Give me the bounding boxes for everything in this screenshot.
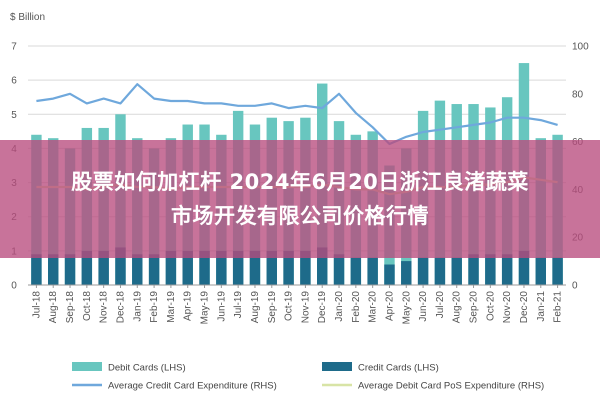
legend: Debit Cards (LHS) Credit Cards (LHS) Avera… <box>72 362 544 392</box>
legend-swatch <box>322 362 352 371</box>
y-right-tick-label: 0 <box>572 281 578 292</box>
x-tick-label: Jun-20 <box>418 291 429 322</box>
avg-credit-expenditure-line <box>36 83 558 146</box>
credit-bar <box>283 250 294 285</box>
credit-bar <box>98 250 109 285</box>
x-tick-label: Jul-19 <box>233 291 244 319</box>
credit-bar <box>434 257 446 285</box>
credit-bar <box>81 250 93 285</box>
legend-swatch <box>72 362 102 371</box>
credit-bar <box>518 250 530 285</box>
headline-line-1: 股票如何加杠杆 2024年6月20日浙江良渚蔬菜 <box>71 170 529 194</box>
credit-bar <box>367 257 378 285</box>
credit-bar <box>266 250 277 285</box>
x-tick-label: Nov-18 <box>99 291 110 324</box>
y-right-tick-label: 100 <box>572 42 589 53</box>
credit-bar <box>350 257 362 285</box>
x-tick-label: Jul-20 <box>435 291 446 319</box>
x-tick-label: May-20 <box>401 291 412 325</box>
credit-bar <box>552 257 563 285</box>
legend-label: Credit Cards (LHS) <box>358 363 439 374</box>
legend-label: Average Debit Card PoS Expenditure (RHS) <box>358 381 544 392</box>
legend-label: Debit Cards (LHS) <box>108 363 186 374</box>
credit-bar <box>148 254 160 285</box>
credit-bar <box>401 261 412 285</box>
x-tick-label: Aug-18 <box>48 291 59 324</box>
credit-bar <box>48 254 59 285</box>
x-tick-label: Jan-19 <box>132 291 143 322</box>
headline-line-2: 市场开发有限公司价格行情 <box>171 204 429 228</box>
x-tick-label: Oct-19 <box>284 291 295 321</box>
x-tick-label: Aug-20 <box>452 291 463 324</box>
x-tick-label: Mar-19 <box>166 291 177 323</box>
credit-bar <box>468 254 479 285</box>
x-tick-label: Feb-19 <box>149 291 160 323</box>
credit-bar <box>417 257 429 285</box>
credit-bar <box>317 247 328 285</box>
x-tick-label: Jan-21 <box>536 291 547 322</box>
x-tick-label: Jun-19 <box>216 291 227 322</box>
x-tick-label: Sep-20 <box>469 291 480 324</box>
credit-bar <box>384 264 395 285</box>
credit-bar <box>182 250 193 285</box>
credit-bar <box>64 254 76 285</box>
credit-bar <box>199 250 210 285</box>
credit-bar <box>451 257 462 285</box>
y-right-tick-label: 80 <box>572 89 584 100</box>
legend-label: Average Credit Card Expenditure (RHS) <box>108 381 277 392</box>
credit-bar <box>300 250 311 285</box>
headline-banner: 股票如何加杠杆 2024年6月20日浙江良渚蔬菜 市场开发有限公司价格行情 <box>0 140 600 258</box>
x-tick-label: Sep-18 <box>65 291 76 324</box>
credit-bar <box>115 247 126 285</box>
x-tick-label: Apr-20 <box>384 291 395 321</box>
y-left-tick-label: 0 <box>11 281 17 292</box>
credit-bar <box>485 254 496 285</box>
x-tick-label: Mar-20 <box>368 291 379 323</box>
x-tick-label: Aug-19 <box>250 291 261 324</box>
credit-bar <box>249 250 261 285</box>
x-tick-label: Nov-19 <box>300 291 311 324</box>
credit-bar <box>216 250 227 285</box>
x-tick-label: Feb-21 <box>553 291 564 323</box>
credit-bar <box>132 254 143 285</box>
x-axis: Jul-18 Aug-18 Sep-18 Oct-18 Nov-18 Dec-18 Jan-… <box>28 284 566 325</box>
x-tick-label: May-19 <box>200 291 211 325</box>
y-left-tick-label: 5 <box>11 110 17 121</box>
x-tick-label: Dec-18 <box>115 291 126 324</box>
credit-bar <box>232 250 244 285</box>
x-tick-label: Dec-19 <box>317 291 328 324</box>
x-tick-label: Oct-20 <box>485 291 496 321</box>
x-tick-label: Apr-19 <box>183 291 194 321</box>
y-axis-left-unit: $ Billion <box>10 12 45 23</box>
x-tick-label: Jul-18 <box>31 291 42 319</box>
credit-bar <box>535 257 546 285</box>
x-tick-label: Feb-20 <box>351 291 362 323</box>
y-left-tick-label: 6 <box>11 76 17 87</box>
x-tick-label: Jan-20 <box>334 291 345 322</box>
credit-bar <box>333 254 345 285</box>
x-tick-label: Dec-20 <box>519 291 530 324</box>
credit-bar <box>31 254 42 285</box>
x-tick-label: Oct-18 <box>82 291 93 321</box>
x-tick-label: Sep-19 <box>267 291 278 324</box>
x-tick-label: Nov-20 <box>502 291 513 324</box>
credit-bar <box>165 250 177 285</box>
credit-bar <box>501 254 513 285</box>
y-left-tick-label: 7 <box>11 42 17 53</box>
